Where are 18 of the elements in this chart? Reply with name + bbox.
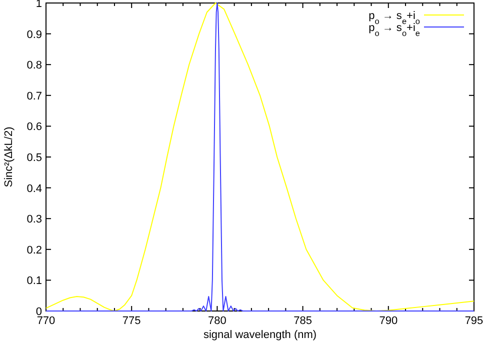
y-axis-title: Sinc²(ΔkL/2) bbox=[3, 126, 15, 188]
x-tick-label: 795 bbox=[464, 315, 483, 327]
y-tick-label: 0.1 bbox=[26, 275, 42, 288]
y-tick-label: 0.4 bbox=[26, 182, 42, 195]
y-tick-label: 0.9 bbox=[26, 28, 42, 41]
y-tick-label: 0.8 bbox=[26, 60, 42, 72]
x-tick-label: 775 bbox=[122, 315, 141, 327]
x-tick-label: 770 bbox=[36, 315, 56, 327]
x-tick-label: 785 bbox=[294, 315, 312, 327]
y-tick-label: 0.5 bbox=[26, 152, 42, 164]
x-tick-label: 790 bbox=[379, 315, 398, 327]
y-tick-label: 0.2 bbox=[26, 244, 42, 256]
line-series bbox=[46, 2, 474, 312]
y-tick-label: 0.6 bbox=[26, 121, 42, 134]
y-tick-label: 0.3 bbox=[26, 214, 42, 226]
x-tick-label: 780 bbox=[208, 315, 226, 327]
x-axis-title: signal wavelength (nm) bbox=[203, 329, 317, 341]
y-tick-label: 0.7 bbox=[26, 90, 42, 102]
